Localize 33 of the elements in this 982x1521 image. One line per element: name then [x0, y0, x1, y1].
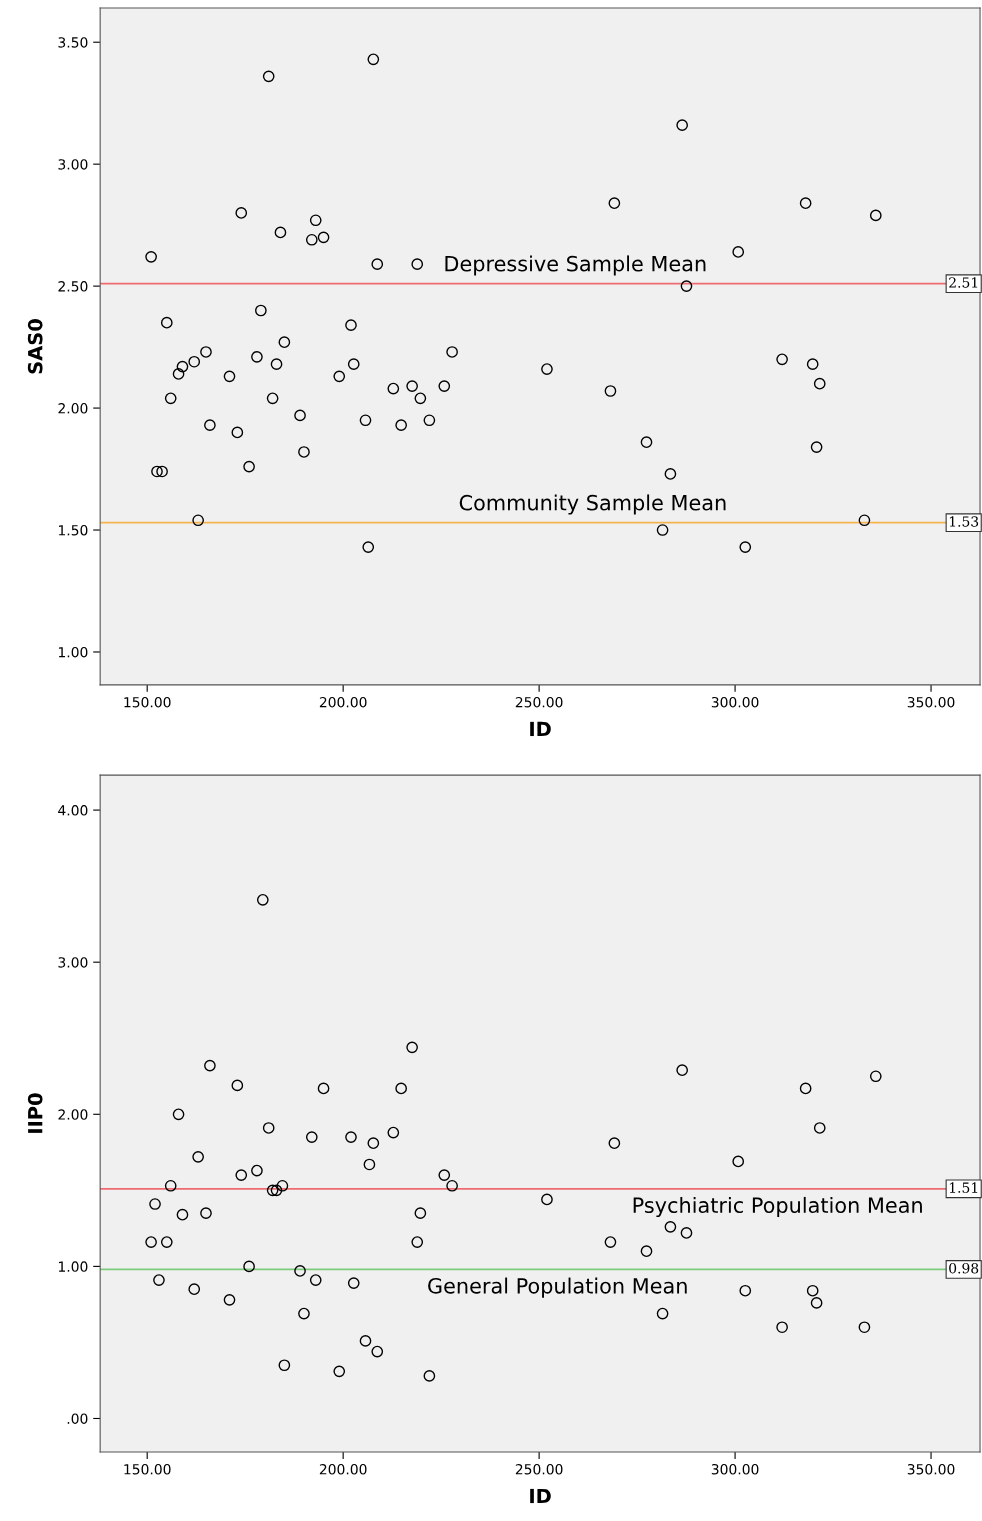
ref-line-label: Psychiatric Population Mean: [633, 1196, 922, 1218]
annotation: 1.51: [949, 1182, 978, 1193]
annotation: 2.51: [949, 277, 978, 288]
x-axis-title: ID: [530, 721, 551, 737]
x-tick-label: 350.00: [907, 1464, 955, 1475]
x-tick-label: 300.00: [711, 1464, 759, 1475]
y-tick-label: 3.00: [58, 159, 88, 170]
y-axis-title: IIP0: [27, 1093, 43, 1133]
y-tick-label: 1.50: [58, 524, 88, 536]
y-tick-label: 1.00: [58, 646, 88, 658]
x-tick-label: 150.00: [124, 1464, 171, 1475]
x-axis-title: ID: [530, 1488, 551, 1504]
ref-line-label: Depressive Sample Mean: [445, 255, 706, 276]
y-tick-label: 1.00: [58, 1261, 88, 1272]
x-tick-label: 250.00: [515, 696, 563, 708]
y-tick-label: 2.00: [58, 1109, 88, 1120]
x-tick-label: 200.00: [319, 1464, 367, 1475]
y-axis-title: SAS0: [27, 319, 43, 374]
x-tick-label: 200.00: [319, 696, 367, 708]
x-tick-label: 350.00: [907, 696, 955, 708]
x-tick-label: 250.00: [515, 1464, 563, 1475]
y-tick-label: .00: [67, 1413, 88, 1424]
y-tick-label: 3.00: [58, 957, 88, 968]
x-tick-label: 300.00: [711, 696, 759, 708]
ref-line-label: Community Sample Mean: [459, 494, 726, 515]
x-tick-label: 150.00: [124, 696, 171, 708]
y-tick-label: 4.00: [58, 805, 88, 816]
ref-line-label: General Population Mean: [428, 1277, 687, 1298]
annotation: 1.53: [949, 516, 979, 527]
y-tick-label: 3.50: [58, 37, 88, 48]
annotation: 0.98: [949, 1262, 979, 1274]
y-tick-label: 2.50: [58, 281, 88, 292]
y-tick-label: 2.00: [58, 403, 88, 414]
